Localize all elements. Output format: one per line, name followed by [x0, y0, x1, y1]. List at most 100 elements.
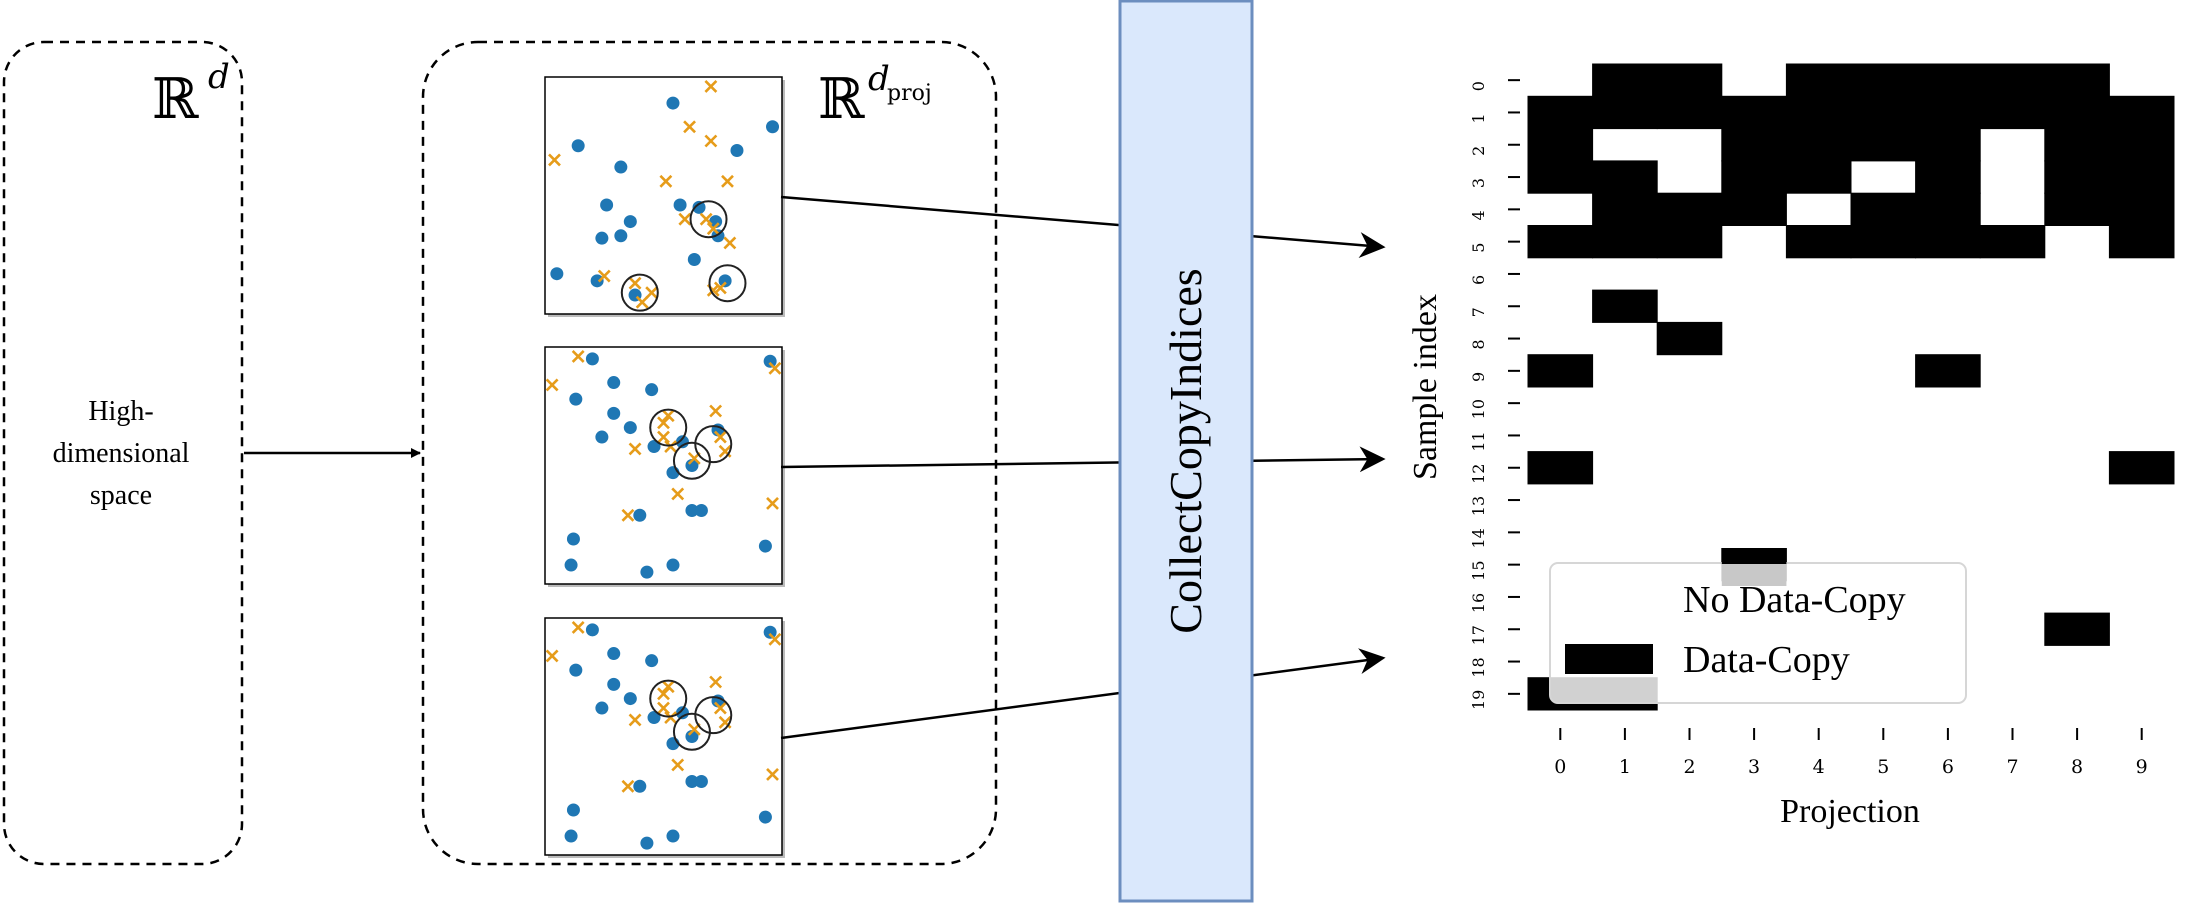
data-point-dot	[666, 558, 680, 572]
data-point-cross	[635, 295, 649, 309]
heatmap-cell-data-copy	[1592, 192, 1658, 226]
data-point-dot	[569, 663, 583, 677]
data-point-cross	[671, 758, 685, 772]
copy-match-circle	[694, 696, 733, 735]
data-point-dot	[569, 392, 583, 406]
data-point-dot	[607, 647, 621, 661]
data-point-cross	[721, 174, 734, 188]
heatmap-legend: No Data-Copy Data-Copy	[1549, 562, 1967, 704]
data-point-dot	[766, 120, 780, 134]
legend-label-data-copy: Data-Copy	[1683, 639, 1850, 681]
y-tick-label: 7	[1469, 307, 1488, 317]
data-point-dot	[585, 623, 599, 637]
y-tick-label: 16	[1469, 593, 1488, 613]
data-point-dot	[564, 558, 578, 572]
high-dim-caption-line-3: space	[90, 480, 152, 511]
y-tick-label: 10	[1469, 399, 1488, 419]
heatmap-cell-data-copy	[1527, 160, 1594, 194]
heatmap-cell-data-copy	[2044, 128, 2110, 162]
data-point-cross	[713, 701, 727, 715]
heatmap-cell-data-copy	[2044, 95, 2110, 130]
x-axis-label: Projection	[1780, 793, 1920, 830]
data-point-dot	[600, 198, 614, 212]
data-point-dot	[758, 539, 772, 553]
heatmap-cell-data-copy	[2044, 63, 2110, 97]
heatmap-cell-data-copy	[1656, 225, 1723, 259]
data-point-dot	[623, 421, 637, 435]
scatter-to-heatmap-arrow-1	[780, 195, 1386, 259]
heatmap-cell-data-copy	[1592, 95, 1658, 130]
y-tick-label: 11	[1469, 431, 1488, 451]
heatmap-cell-data-copy	[1850, 225, 1917, 259]
data-point-dot	[566, 803, 580, 817]
data-point-cross	[664, 711, 678, 724]
y-tick-label: 9	[1469, 372, 1488, 382]
scatter-to-heatmap-arrow-2	[780, 446, 1386, 473]
data-point-dot	[763, 625, 777, 639]
y-tick-label: 12	[1469, 464, 1488, 484]
data-point-dot	[692, 200, 706, 214]
heatmap-cell-data-copy	[2044, 160, 2110, 194]
heatmap-cell-data-copy	[1915, 160, 1981, 194]
y-tick-label: 14	[1469, 528, 1488, 548]
heatmap-cell-data-copy	[1915, 63, 1981, 97]
x-tick-label: 2	[1683, 756, 1695, 778]
data-point-dot	[633, 779, 647, 793]
y-tick-label: 8	[1469, 339, 1488, 349]
heatmap-cell-data-copy	[1527, 354, 1594, 388]
data-point-cross	[657, 687, 670, 701]
proj-space-symbol: ℝ	[818, 67, 866, 132]
x-tick-label: 3	[1748, 756, 1760, 778]
data-point-cross	[704, 134, 718, 148]
heatmap-cell-data-copy	[2108, 160, 2175, 194]
data-point-cross	[659, 174, 673, 188]
high-dim-space-box: ℝ d High- dimensional space	[2, 40, 244, 866]
data-point-cross	[699, 212, 713, 226]
heatmap-cell-data-copy	[2108, 225, 2175, 259]
data-point-cross	[683, 120, 696, 134]
heatmap-cell-data-copy	[2108, 451, 2175, 485]
heatmap-cell-data-copy	[1915, 354, 1981, 388]
x-tick-label: 1	[1619, 756, 1631, 778]
y-axis-label: Sample index	[1407, 294, 1444, 480]
data-point-dot	[564, 829, 578, 843]
data-point-cross	[657, 701, 670, 715]
data-point-cross	[571, 621, 585, 634]
heatmap-cell-data-copy	[1850, 128, 1917, 162]
data-point-dot	[614, 229, 628, 243]
data-point-cross	[548, 153, 561, 167]
heatmap-cell-data-copy	[1592, 225, 1658, 259]
scatter-frame	[544, 617, 783, 856]
heatmap-cell-data-copy	[1656, 95, 1723, 130]
heatmap-cell-data-copy	[1527, 95, 1594, 130]
data-point-cross	[766, 497, 779, 510]
heatmap-cell-data-copy	[2108, 128, 2175, 162]
heatmap-cell-data-copy	[2108, 192, 2175, 226]
data-point-dot	[718, 274, 732, 288]
data-point-dot	[607, 677, 621, 691]
data-point-cross	[713, 430, 727, 444]
x-tick-label: 7	[2006, 756, 2018, 778]
x-tick-label: 5	[1877, 756, 1889, 778]
heatmap-cell-data-copy	[1915, 128, 1981, 162]
scatter-frame	[544, 76, 783, 315]
y-tick-label: 19	[1469, 690, 1488, 710]
data-point-dot	[647, 440, 661, 454]
copy-match-circle	[708, 264, 747, 303]
legend-swatch-data-copy	[1565, 644, 1653, 674]
data-point-cross	[704, 80, 718, 93]
y-tick-label: 15	[1469, 560, 1488, 580]
data-point-dot	[623, 215, 637, 229]
heatmap-cell-data-copy	[1527, 451, 1594, 485]
data-point-dot	[607, 406, 621, 420]
heatmap-cell-data-copy	[1721, 192, 1787, 226]
data-point-cross	[597, 269, 611, 283]
y-tick-label: 1	[1469, 113, 1488, 123]
heatmap-cell-data-copy	[1721, 128, 1787, 162]
data-point-dot	[675, 706, 689, 720]
heatmap-cell-data-copy	[1785, 225, 1852, 259]
heatmap-cell-data-copy	[1721, 95, 1787, 130]
data-point-dot	[763, 354, 777, 368]
legend-swatch-no-data-copy	[1565, 582, 1653, 612]
